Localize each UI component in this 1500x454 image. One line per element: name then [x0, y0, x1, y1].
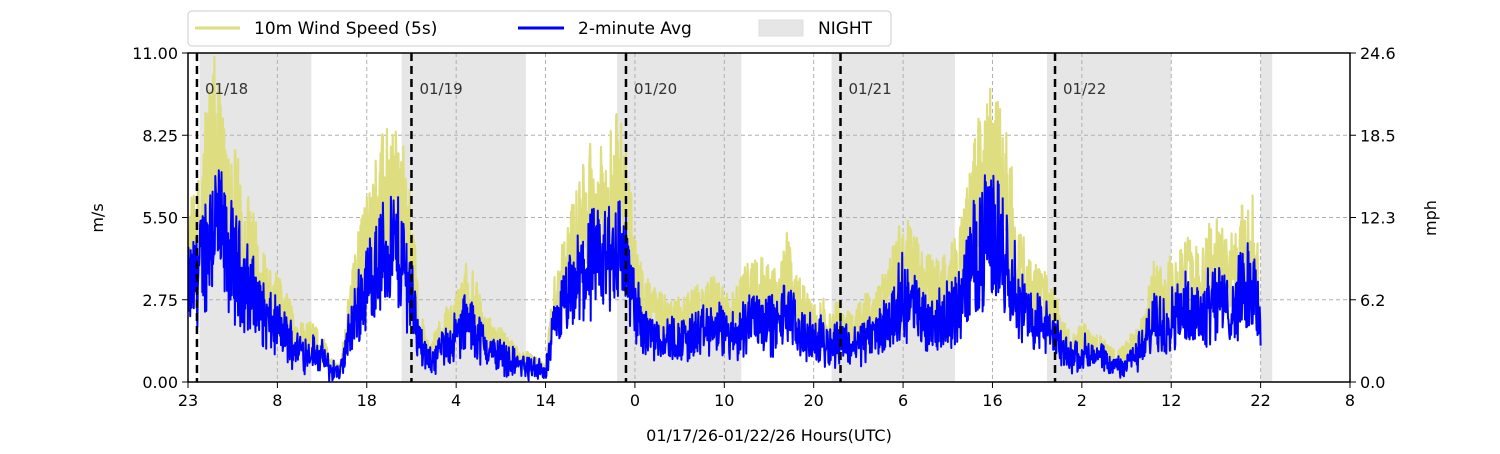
y-tick-label-left: 2.75 [142, 291, 178, 310]
x-tick-label: 18 [357, 391, 377, 410]
x-tick-label: 12 [1161, 391, 1181, 410]
y-tick-label-right: 12.3 [1360, 209, 1396, 228]
axis-ticks: 23 8 18 4 14 0 10 20 6 16 2 12 22 8 0.00 0.0 2.75 6.2 5.50… [132, 44, 1395, 410]
date-label: 01/19 [419, 80, 462, 98]
y-tick-label-left: 5.50 [142, 209, 178, 228]
date-label: 01/22 [1063, 80, 1106, 98]
legend-night-swatch [758, 19, 804, 37]
y-axis-label-left: m/s [88, 203, 107, 232]
y-tick-label-left: 8.25 [142, 126, 178, 145]
x-tick-label: 4 [451, 391, 461, 410]
x-tick-label: 16 [982, 391, 1002, 410]
y-tick-label-left: 0.00 [142, 373, 178, 392]
x-tick-label: 14 [535, 391, 555, 410]
x-axis-label: 01/17/26-01/22/26 Hours(UTC) [646, 426, 892, 445]
x-tick-label: 20 [804, 391, 824, 410]
y-tick-label-right: 24.6 [1360, 44, 1396, 63]
x-tick-label: 0 [630, 391, 640, 410]
legend-avg-label: 2-minute Avg [578, 19, 692, 39]
legend-gust-label: 10m Wind Speed (5s) [254, 19, 437, 39]
y-tick-label-right: 0.0 [1360, 373, 1385, 392]
avg-series-line [188, 169, 1262, 382]
date-label: 01/20 [634, 80, 677, 98]
y-axis-label-right: mph [1421, 200, 1440, 236]
y-tick-label-right: 18.5 [1360, 126, 1396, 145]
y-tick-label-left: 11.00 [132, 44, 178, 63]
x-tick-label: 8 [1345, 391, 1355, 410]
x-tick-label: 10 [714, 391, 734, 410]
legend: 10m Wind Speed (5s) 2-minute Avg NIGHT [187, 10, 892, 47]
date-label: 01/18 [205, 80, 248, 98]
x-tick-label: 23 [178, 391, 198, 410]
date-label: 01/21 [849, 80, 892, 98]
y-tick-label-right: 6.2 [1360, 291, 1385, 310]
x-tick-label: 2 [1077, 391, 1087, 410]
midnight-markers: 01/18 01/19 01/20 01/21 01/22 [195, 53, 1106, 382]
x-tick-label: 22 [1250, 391, 1270, 410]
x-tick-label: 6 [898, 391, 908, 410]
x-tick-label: 8 [272, 391, 282, 410]
legend-night-label: NIGHT [818, 19, 873, 39]
